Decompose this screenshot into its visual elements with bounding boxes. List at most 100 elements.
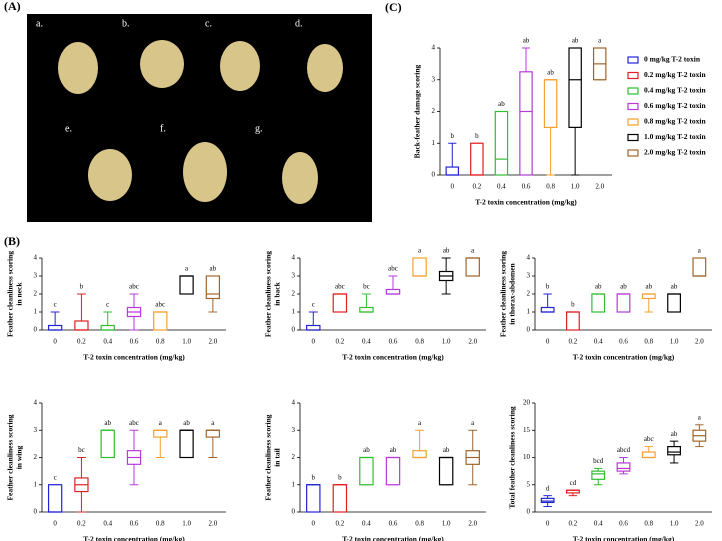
- y-tick-label: 0: [34, 508, 38, 516]
- x-tick-label: 0.2: [472, 183, 481, 191]
- significance-letter: c: [312, 301, 315, 309]
- significance-letter: d: [546, 484, 550, 492]
- box: [359, 456, 374, 486]
- significance-letter: a: [418, 247, 422, 255]
- box: [616, 462, 631, 472]
- x-tick-label: 0.4: [594, 338, 603, 346]
- box: [667, 293, 681, 313]
- photo-label: a.: [36, 18, 43, 29]
- x-tick-label: 2.0: [468, 520, 477, 528]
- y-tick-label: 0: [527, 326, 531, 334]
- x-tick-label: 0.6: [130, 520, 139, 528]
- x-tick-label: 0.2: [569, 520, 578, 528]
- box: [540, 497, 555, 504]
- y-tick-label: 0: [527, 508, 531, 516]
- x-tick-label: 0.8: [415, 520, 424, 528]
- y-tick-label: 4: [34, 399, 38, 407]
- x-tick-label: 0: [53, 338, 57, 346]
- box: [641, 451, 656, 459]
- box: [438, 456, 454, 486]
- x-tick-label: 0.6: [522, 183, 531, 191]
- box: [179, 275, 194, 295]
- box: [359, 306, 374, 313]
- x-tick-label: 2.0: [695, 520, 704, 528]
- x-tick-label: 0.2: [569, 338, 578, 346]
- x-tick-label: 0: [53, 520, 57, 528]
- legend-label: 1.0 mg/kg T-2 toxin: [644, 132, 707, 141]
- significance-letter: ab: [645, 283, 652, 291]
- significance-letter: b: [546, 283, 550, 291]
- significance-letter: ab: [547, 68, 554, 76]
- y-axis-title: in wing: [15, 445, 24, 469]
- significance-letter: abc: [129, 283, 139, 291]
- x-tick-label: 0.4: [497, 183, 506, 191]
- box: [540, 306, 555, 313]
- significance-letter: cd: [570, 479, 577, 487]
- x-tick-label: 2.0: [468, 338, 477, 346]
- significance-letter: ab: [443, 247, 450, 255]
- y-axis-title: Total feather cleanliness scoring: [508, 406, 517, 509]
- x-tick-label: 0: [312, 520, 316, 528]
- box: [47, 324, 63, 331]
- significance-letter: a: [598, 37, 602, 45]
- significance-letter: ab: [671, 430, 678, 438]
- photo-label: f.: [160, 123, 166, 134]
- x-tick-label: 0.4: [103, 520, 112, 528]
- x-tick-label: 2.0: [595, 183, 604, 191]
- y-tick-label: 2: [292, 453, 296, 461]
- box: [641, 293, 656, 300]
- x-tick-label: 0.8: [546, 183, 555, 191]
- y-tick-label: 2: [34, 290, 38, 298]
- significance-letter: bc: [363, 283, 370, 291]
- significance-letter: abc: [155, 301, 165, 309]
- x-tick-label: 0: [546, 520, 550, 528]
- y-tick-label: 2: [432, 107, 436, 115]
- y-axis-title: Feather cleanliness scoring: [264, 414, 273, 500]
- legend-swatch: [627, 118, 639, 126]
- significance-letter: c: [54, 473, 57, 481]
- x-tick-label: 0.8: [156, 520, 165, 528]
- y-tick-label: 0: [432, 171, 436, 179]
- x-tick-label: 1.0: [442, 338, 451, 346]
- significance-letter: ab: [363, 446, 370, 454]
- significance-letter: ab: [620, 283, 627, 291]
- photo-label: d.: [295, 18, 303, 29]
- box: [332, 293, 348, 313]
- x-tick-label: 0.2: [335, 520, 344, 528]
- y-tick-label: 0: [292, 326, 296, 334]
- x-tick-label: 1.0: [442, 520, 451, 528]
- box: [100, 324, 115, 331]
- y-tick-label: 4: [432, 44, 436, 52]
- significance-letter: abc: [335, 283, 345, 291]
- x-tick-label: 0.2: [335, 338, 344, 346]
- legend-label: 0 mg/kg T-2 toxin: [644, 55, 701, 64]
- significance-letter: b: [338, 473, 342, 481]
- y-tick-label: 4: [34, 254, 38, 262]
- significance-letter: b: [312, 473, 316, 481]
- y-tick-label: 4: [527, 254, 531, 262]
- y-tick-label: 10: [523, 453, 531, 461]
- y-axis-title: Feather cleanliness scoring: [6, 251, 15, 337]
- x-tick-label: 0.6: [389, 338, 398, 346]
- photo-label: b.: [122, 18, 130, 29]
- box: [153, 429, 168, 438]
- y-tick-label: 3: [527, 272, 531, 280]
- x-tick-label: 0.6: [389, 520, 398, 528]
- box: [74, 320, 89, 331]
- significance-letter: ab: [671, 283, 678, 291]
- y-tick-label: 1: [34, 308, 38, 316]
- box: [667, 446, 681, 456]
- significance-letter: ab: [523, 37, 530, 45]
- significance-letter: ab: [443, 446, 450, 454]
- photo-label: e.: [65, 123, 72, 134]
- box: [566, 311, 580, 331]
- y-axis-title: Feather cleanliness scoring: [264, 251, 273, 337]
- y-axis-title: Feather cleanliness scoring: [6, 414, 15, 500]
- significance-letter: b: [475, 132, 479, 140]
- x-tick-label: 0.8: [644, 520, 653, 528]
- panel-label: (A): [4, 0, 21, 13]
- y-tick-label: 1: [432, 139, 436, 147]
- y-axis-title: Back-feather damage scoring: [413, 64, 422, 158]
- y-tick-label: 1: [292, 480, 296, 488]
